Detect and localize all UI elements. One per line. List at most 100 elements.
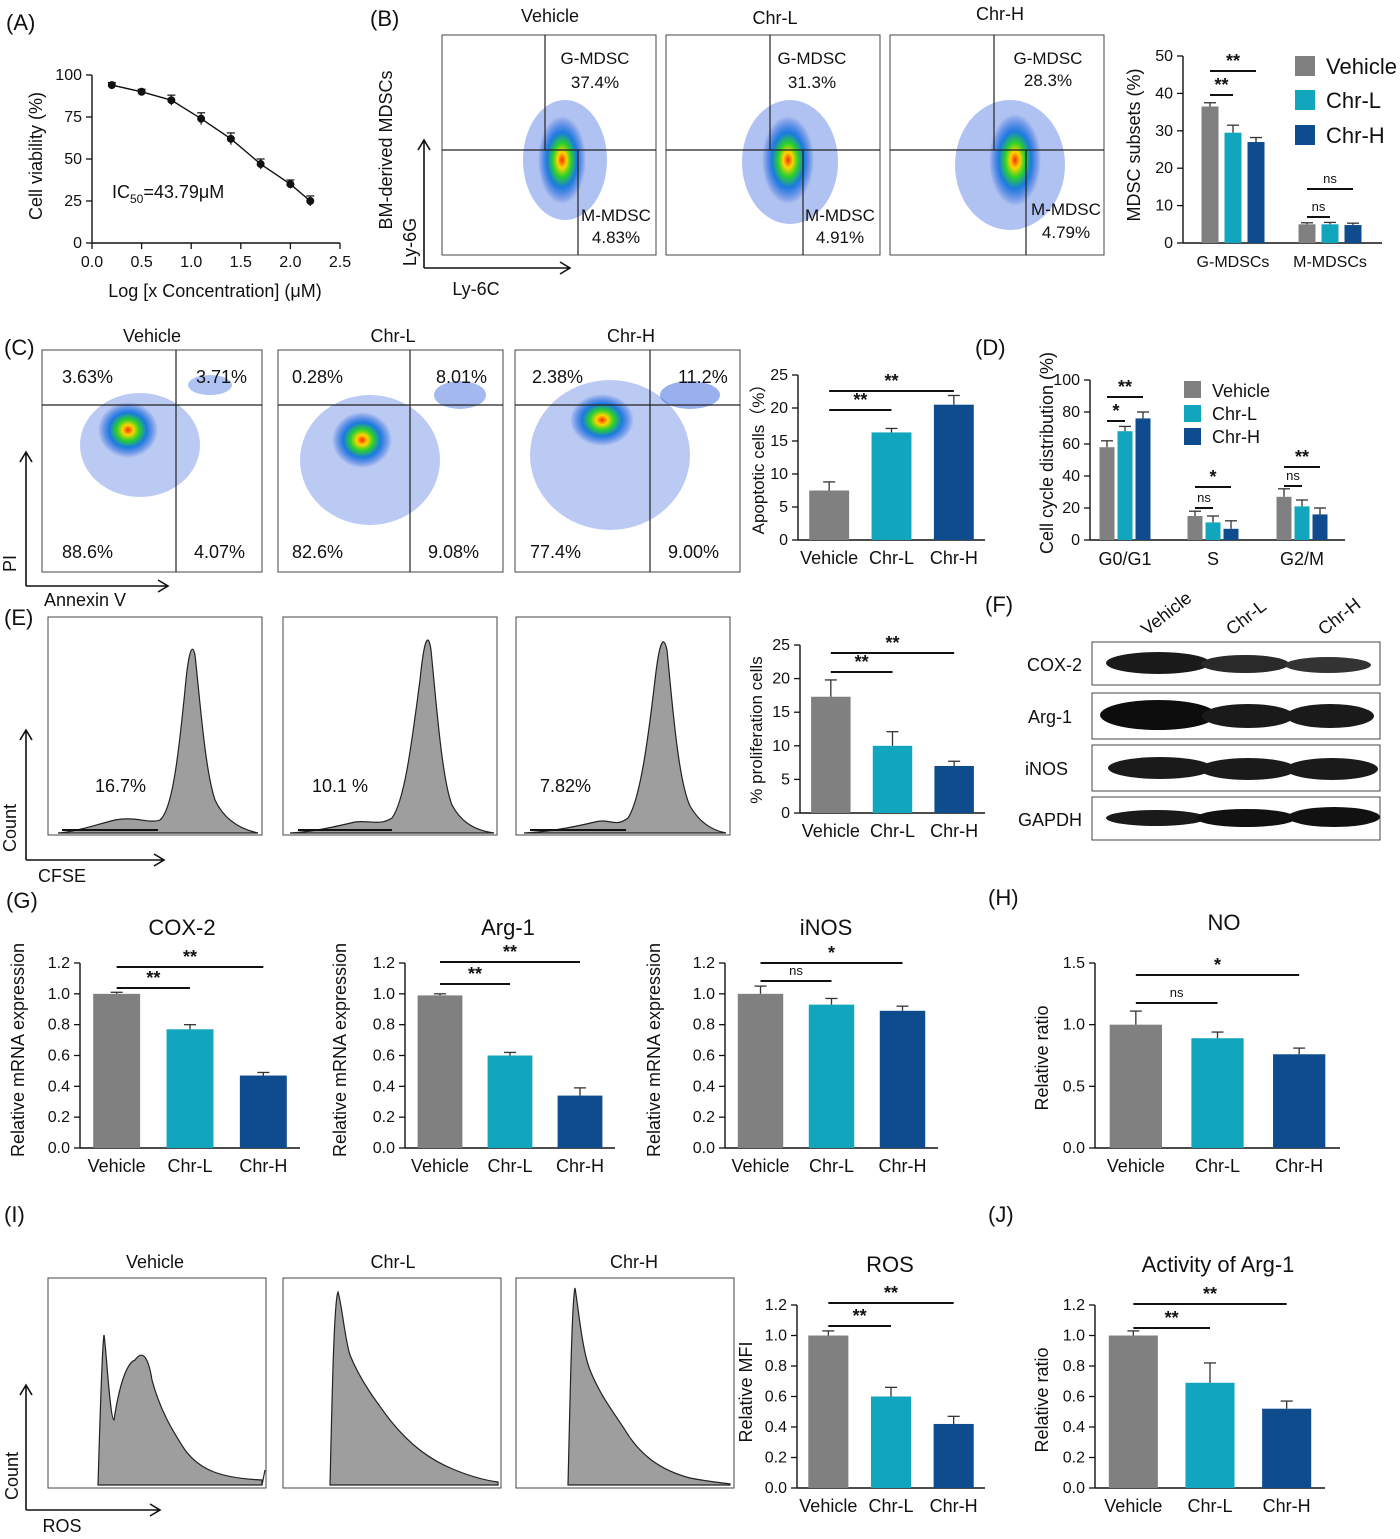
panel-letter-h: (H) bbox=[988, 885, 1019, 910]
g1-plot-xtick-label: Chr-L bbox=[167, 1156, 212, 1176]
g1-plot-b-sig-label: ** bbox=[183, 947, 197, 967]
cfse-peak-chr-l bbox=[289, 639, 495, 834]
g3-plot-b-sig-label: * bbox=[828, 943, 835, 963]
c-plot-ytick-label: 20 bbox=[770, 400, 788, 417]
j-plot-bar-1 bbox=[1185, 1382, 1235, 1488]
panel-g-arg1-plot: 0.0 0.2 0.4 0.6 0.8 1.0 1.2 Vehicle Chr-L Chr-H **… bbox=[373, 942, 615, 1176]
panel-g-cox2-plot: 0.0 0.2 0.4 0.6 0.8 1.0 1.2 Vehicle Chr-L Chr-H **… bbox=[48, 947, 300, 1176]
h-plot-bar-0 bbox=[1109, 1024, 1162, 1148]
g1-plot-ytick-label: 0.0 bbox=[48, 1140, 70, 1157]
panel-j: Activity of Arg-1 0.0 0.2 0.4 0.6 0.8 1.0 1.2 V… bbox=[1032, 1252, 1325, 1516]
panel-letter-d: (D) bbox=[975, 335, 1006, 360]
ic50-prefix: IC bbox=[112, 182, 130, 202]
d-bar-2-0 bbox=[1276, 496, 1292, 540]
cfse-histogram-vehicle: 16.7% bbox=[47, 616, 263, 836]
ros-curve-chr-l bbox=[329, 1290, 499, 1486]
panel-letter-f: (F) bbox=[985, 592, 1013, 617]
d-c2-sig-label: ** bbox=[1295, 447, 1309, 467]
g3-plot-ytick-label: 0.4 bbox=[693, 1078, 715, 1095]
h-plot-bar-2 bbox=[1273, 1054, 1326, 1148]
g-cox2-ylabel: Relative mRNA expression bbox=[8, 943, 28, 1157]
i-title-vehicle: Vehicle bbox=[126, 1252, 184, 1272]
panel-a-ylabel: Cell viability (%) bbox=[26, 92, 46, 220]
b-ytick-label: 40 bbox=[1155, 85, 1173, 102]
j-plot-ytick-label: 0.8 bbox=[1063, 1358, 1085, 1375]
b-bar-1-0 bbox=[1298, 224, 1316, 243]
b-g2-sig-label: ** bbox=[1226, 51, 1240, 71]
j-plot-xtick-label: Vehicle bbox=[1104, 1496, 1162, 1516]
g2-plot-ytick-label: 0.4 bbox=[373, 1078, 395, 1095]
b-xtick-label: G-MDSCs bbox=[1197, 254, 1270, 271]
panel-j-plot: 0.0 0.2 0.4 0.6 0.8 1.0 1.2 Vehicle Chr-L Chr-H **… bbox=[1063, 1284, 1325, 1516]
j-plot-bar-2 bbox=[1262, 1408, 1312, 1488]
d-bar-2-1 bbox=[1294, 506, 1310, 540]
i-plot-bar-0 bbox=[808, 1335, 849, 1488]
i-title-chr-h: Chr-H bbox=[610, 1252, 658, 1272]
a-point bbox=[226, 134, 235, 143]
ic50-value: =43.79μM bbox=[143, 182, 224, 202]
g1-plot-bar-1 bbox=[166, 1029, 214, 1148]
d-a2-sig-label: ** bbox=[1118, 377, 1132, 397]
f-label-inos: iNOS bbox=[1025, 759, 1068, 779]
g2-plot-ytick-label: 0.8 bbox=[373, 1017, 395, 1034]
blot-arg1 bbox=[1091, 692, 1381, 740]
panel-letter-b: (B) bbox=[370, 6, 399, 31]
panel-i-bar: ROS 0.0 0.2 0.4 0.6 0.8 1.0 1.2 Vehicle Chr-L Chr… bbox=[736, 1252, 985, 1516]
ros-histogram-vehicle bbox=[47, 1277, 267, 1489]
d-a1-sig-label: * bbox=[1112, 401, 1119, 421]
flow-plot-c-chr-h: 2.38% 11.2% 77.4% 9.00% bbox=[514, 349, 741, 573]
d-bar-0-2 bbox=[1135, 418, 1151, 540]
panel-letter-e: (E) bbox=[4, 605, 33, 630]
g-title-cox2: COX-2 bbox=[148, 915, 215, 940]
f-label-gapdh: GAPDH bbox=[1018, 810, 1082, 830]
g-title-inos: iNOS bbox=[800, 915, 853, 940]
h-plot-xtick-label: Chr-H bbox=[1275, 1156, 1323, 1176]
panel-e-bar-ylabel: % proliferation cells bbox=[747, 656, 766, 803]
d-b2-sig-label: * bbox=[1209, 467, 1216, 487]
g1-plot-ytick-label: 0.2 bbox=[48, 1109, 70, 1126]
b-ytick-label: 10 bbox=[1155, 198, 1173, 215]
b-bar-0-2 bbox=[1247, 142, 1265, 243]
b-vehicle-mmdsc-value: 4.83% bbox=[592, 228, 640, 247]
a-xtick-label: 1.0 bbox=[180, 254, 202, 271]
d-bar-1-1 bbox=[1205, 522, 1221, 540]
c-plot-bar-2 bbox=[933, 404, 974, 540]
g-inos-ylabel: Relative mRNA expression bbox=[644, 943, 664, 1157]
g2-plot-ytick-label: 0.0 bbox=[373, 1140, 395, 1157]
panel-g-inos-plot: 0.0 0.2 0.4 0.6 0.8 1.0 1.2 Vehicle Chr-L Chr-H ns… bbox=[693, 943, 938, 1176]
j-plot-bar-0 bbox=[1108, 1335, 1158, 1488]
panel-a-ic50: IC50=43.79μM bbox=[112, 182, 224, 206]
flow-plot-b-vehicle: G-MDSC 37.4% M-MDSC 4.83% bbox=[441, 34, 657, 256]
c-chr-l-ul: 0.28% bbox=[292, 367, 343, 387]
panel-letter-g: (G) bbox=[6, 888, 38, 913]
panel-e-yaxis: Count bbox=[0, 804, 20, 852]
panel-a: 0 25 50 75 100 0.0 0.5 1.0 1.5 2.0 2.5 Log [x Conc… bbox=[26, 67, 351, 301]
flow-density-c-vehicle bbox=[80, 375, 232, 497]
panel-d-legend: Vehicle Chr-L Chr-H bbox=[1184, 381, 1270, 447]
d-bar-1-2 bbox=[1223, 528, 1239, 540]
d-bar-0-0 bbox=[1099, 447, 1115, 540]
g2-plot-ytick-label: 1.2 bbox=[373, 955, 395, 972]
panel-c-bar: 0 5 10 15 20 25 Vehicle Chr-L Chr-H ** ** Apoptoti… bbox=[749, 367, 985, 568]
panel-c-flow: Vehicle Chr-L Chr-H 3.63% 3.71% 88.6% 4.… bbox=[0, 326, 741, 610]
b-bar-0-1 bbox=[1224, 132, 1242, 243]
j-plot-b-sig-label: ** bbox=[1203, 1284, 1217, 1304]
legend-swatch-chr-h bbox=[1295, 125, 1315, 145]
b-bar-1-1 bbox=[1321, 224, 1339, 243]
a-ytick-label: 25 bbox=[64, 193, 82, 210]
c-vehicle-lr: 4.07% bbox=[194, 542, 245, 562]
c-plot-ytick-label: 10 bbox=[770, 466, 788, 483]
i-plot-ytick-label: 0.8 bbox=[765, 1358, 787, 1375]
d-legend-swatch-chr-l bbox=[1184, 405, 1201, 422]
b-m1-sig-label: ns bbox=[1312, 199, 1326, 214]
i-plot-ytick-label: 0.2 bbox=[765, 1450, 787, 1467]
a-ytick-label: 0 bbox=[73, 235, 82, 252]
h-plot-ytick-label: 1.0 bbox=[1063, 1017, 1085, 1034]
g2-plot-xtick-label: Chr-L bbox=[487, 1156, 532, 1176]
i-plot-ytick-label: 1.2 bbox=[765, 1297, 787, 1314]
b-vehicle-gmdsc-value: 37.4% bbox=[571, 73, 619, 92]
panel-a-xlabel: Log [x Concentration] (μM) bbox=[108, 281, 321, 301]
panel-c-xaxis: Annexin V bbox=[44, 590, 126, 610]
blot-cox2 bbox=[1091, 641, 1381, 686]
panel-c-title-vehicle: Vehicle bbox=[123, 326, 181, 346]
